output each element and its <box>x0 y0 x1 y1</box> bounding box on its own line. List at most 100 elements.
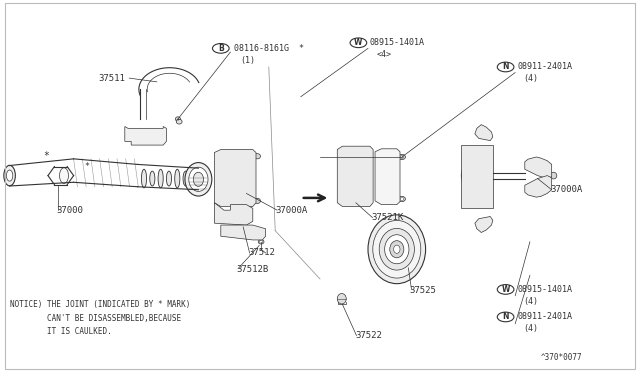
Text: (1): (1) <box>240 56 255 65</box>
Text: B: B <box>218 44 223 53</box>
Polygon shape <box>525 176 552 197</box>
Text: 37000A: 37000A <box>275 206 307 215</box>
Ellipse shape <box>398 196 406 202</box>
Ellipse shape <box>550 172 557 179</box>
Ellipse shape <box>400 198 404 201</box>
Circle shape <box>497 62 514 72</box>
Text: 08915-1401A: 08915-1401A <box>517 285 572 294</box>
Ellipse shape <box>368 215 426 283</box>
Ellipse shape <box>233 177 238 181</box>
Text: (4): (4) <box>524 74 538 83</box>
Ellipse shape <box>231 198 240 204</box>
Ellipse shape <box>60 168 68 183</box>
Circle shape <box>350 38 367 48</box>
Ellipse shape <box>470 167 484 184</box>
Ellipse shape <box>372 220 421 278</box>
Polygon shape <box>525 157 552 179</box>
Ellipse shape <box>254 198 260 203</box>
Ellipse shape <box>400 155 404 158</box>
Text: 37000: 37000 <box>56 206 83 215</box>
Ellipse shape <box>228 169 243 188</box>
Text: ^370*0077: ^370*0077 <box>541 353 582 362</box>
Polygon shape <box>221 225 266 240</box>
Ellipse shape <box>354 153 358 156</box>
Text: 37511: 37511 <box>98 74 125 83</box>
Text: *: * <box>84 162 89 171</box>
Text: 37512B: 37512B <box>237 265 269 274</box>
Ellipse shape <box>193 172 204 186</box>
Ellipse shape <box>260 241 263 243</box>
Ellipse shape <box>233 154 238 158</box>
Text: 37521K: 37521K <box>371 213 403 222</box>
Ellipse shape <box>384 175 393 182</box>
Ellipse shape <box>351 151 360 158</box>
Ellipse shape <box>351 174 360 181</box>
Text: (4): (4) <box>524 297 538 306</box>
Ellipse shape <box>175 169 180 188</box>
Ellipse shape <box>354 176 358 180</box>
Ellipse shape <box>337 294 346 304</box>
Ellipse shape <box>461 157 492 194</box>
Ellipse shape <box>390 241 404 258</box>
Ellipse shape <box>185 163 212 196</box>
Ellipse shape <box>158 169 163 188</box>
Text: 08116-8161G  *: 08116-8161G * <box>234 44 303 53</box>
Polygon shape <box>214 150 256 206</box>
Text: NOTICE) THE JOINT (INDICATED BY * MARK)
        CAN'T BE DISASSEMBLED,BECAUSE
  : NOTICE) THE JOINT (INDICATED BY * MARK) … <box>10 300 190 336</box>
Ellipse shape <box>183 171 188 186</box>
Polygon shape <box>375 149 400 205</box>
Ellipse shape <box>254 154 260 159</box>
Ellipse shape <box>466 162 488 189</box>
Text: 37000A: 37000A <box>550 185 582 194</box>
Ellipse shape <box>259 240 264 244</box>
Text: W: W <box>354 38 363 47</box>
Circle shape <box>497 312 514 322</box>
Ellipse shape <box>473 171 481 180</box>
Ellipse shape <box>166 171 172 186</box>
Text: 08911-2401A: 08911-2401A <box>517 62 572 71</box>
Ellipse shape <box>141 169 147 188</box>
Text: 08915-1401A: 08915-1401A <box>370 38 425 47</box>
Polygon shape <box>125 126 166 145</box>
Polygon shape <box>214 203 253 225</box>
Circle shape <box>212 44 229 53</box>
Polygon shape <box>475 217 493 232</box>
Ellipse shape <box>351 197 360 203</box>
Ellipse shape <box>150 171 155 186</box>
Text: N: N <box>502 312 509 321</box>
Ellipse shape <box>535 165 543 173</box>
Ellipse shape <box>379 228 415 270</box>
Ellipse shape <box>142 132 150 139</box>
Polygon shape <box>475 125 493 141</box>
Ellipse shape <box>231 176 240 183</box>
Text: N: N <box>502 62 509 71</box>
Polygon shape <box>461 145 493 208</box>
Text: 37525: 37525 <box>410 286 436 295</box>
Ellipse shape <box>398 154 406 160</box>
Ellipse shape <box>6 170 13 181</box>
Text: (4): (4) <box>524 324 538 333</box>
Circle shape <box>497 285 514 294</box>
Ellipse shape <box>384 196 393 202</box>
Text: W: W <box>501 285 510 294</box>
Text: 08911-2401A: 08911-2401A <box>517 312 572 321</box>
Ellipse shape <box>535 181 543 189</box>
Ellipse shape <box>384 153 393 159</box>
Text: +: + <box>176 116 180 122</box>
Ellipse shape <box>175 117 180 121</box>
Text: *: * <box>43 151 49 161</box>
Polygon shape <box>337 146 373 206</box>
Ellipse shape <box>394 245 400 253</box>
Text: <4>: <4> <box>376 50 391 59</box>
Ellipse shape <box>231 153 240 160</box>
Ellipse shape <box>243 231 250 236</box>
Ellipse shape <box>385 235 409 264</box>
Ellipse shape <box>233 199 238 203</box>
Text: 37512: 37512 <box>248 248 275 257</box>
Ellipse shape <box>4 165 15 186</box>
Ellipse shape <box>354 198 358 202</box>
Ellipse shape <box>349 169 363 187</box>
Ellipse shape <box>189 167 208 191</box>
Text: 37522: 37522 <box>355 331 382 340</box>
Ellipse shape <box>177 119 182 124</box>
